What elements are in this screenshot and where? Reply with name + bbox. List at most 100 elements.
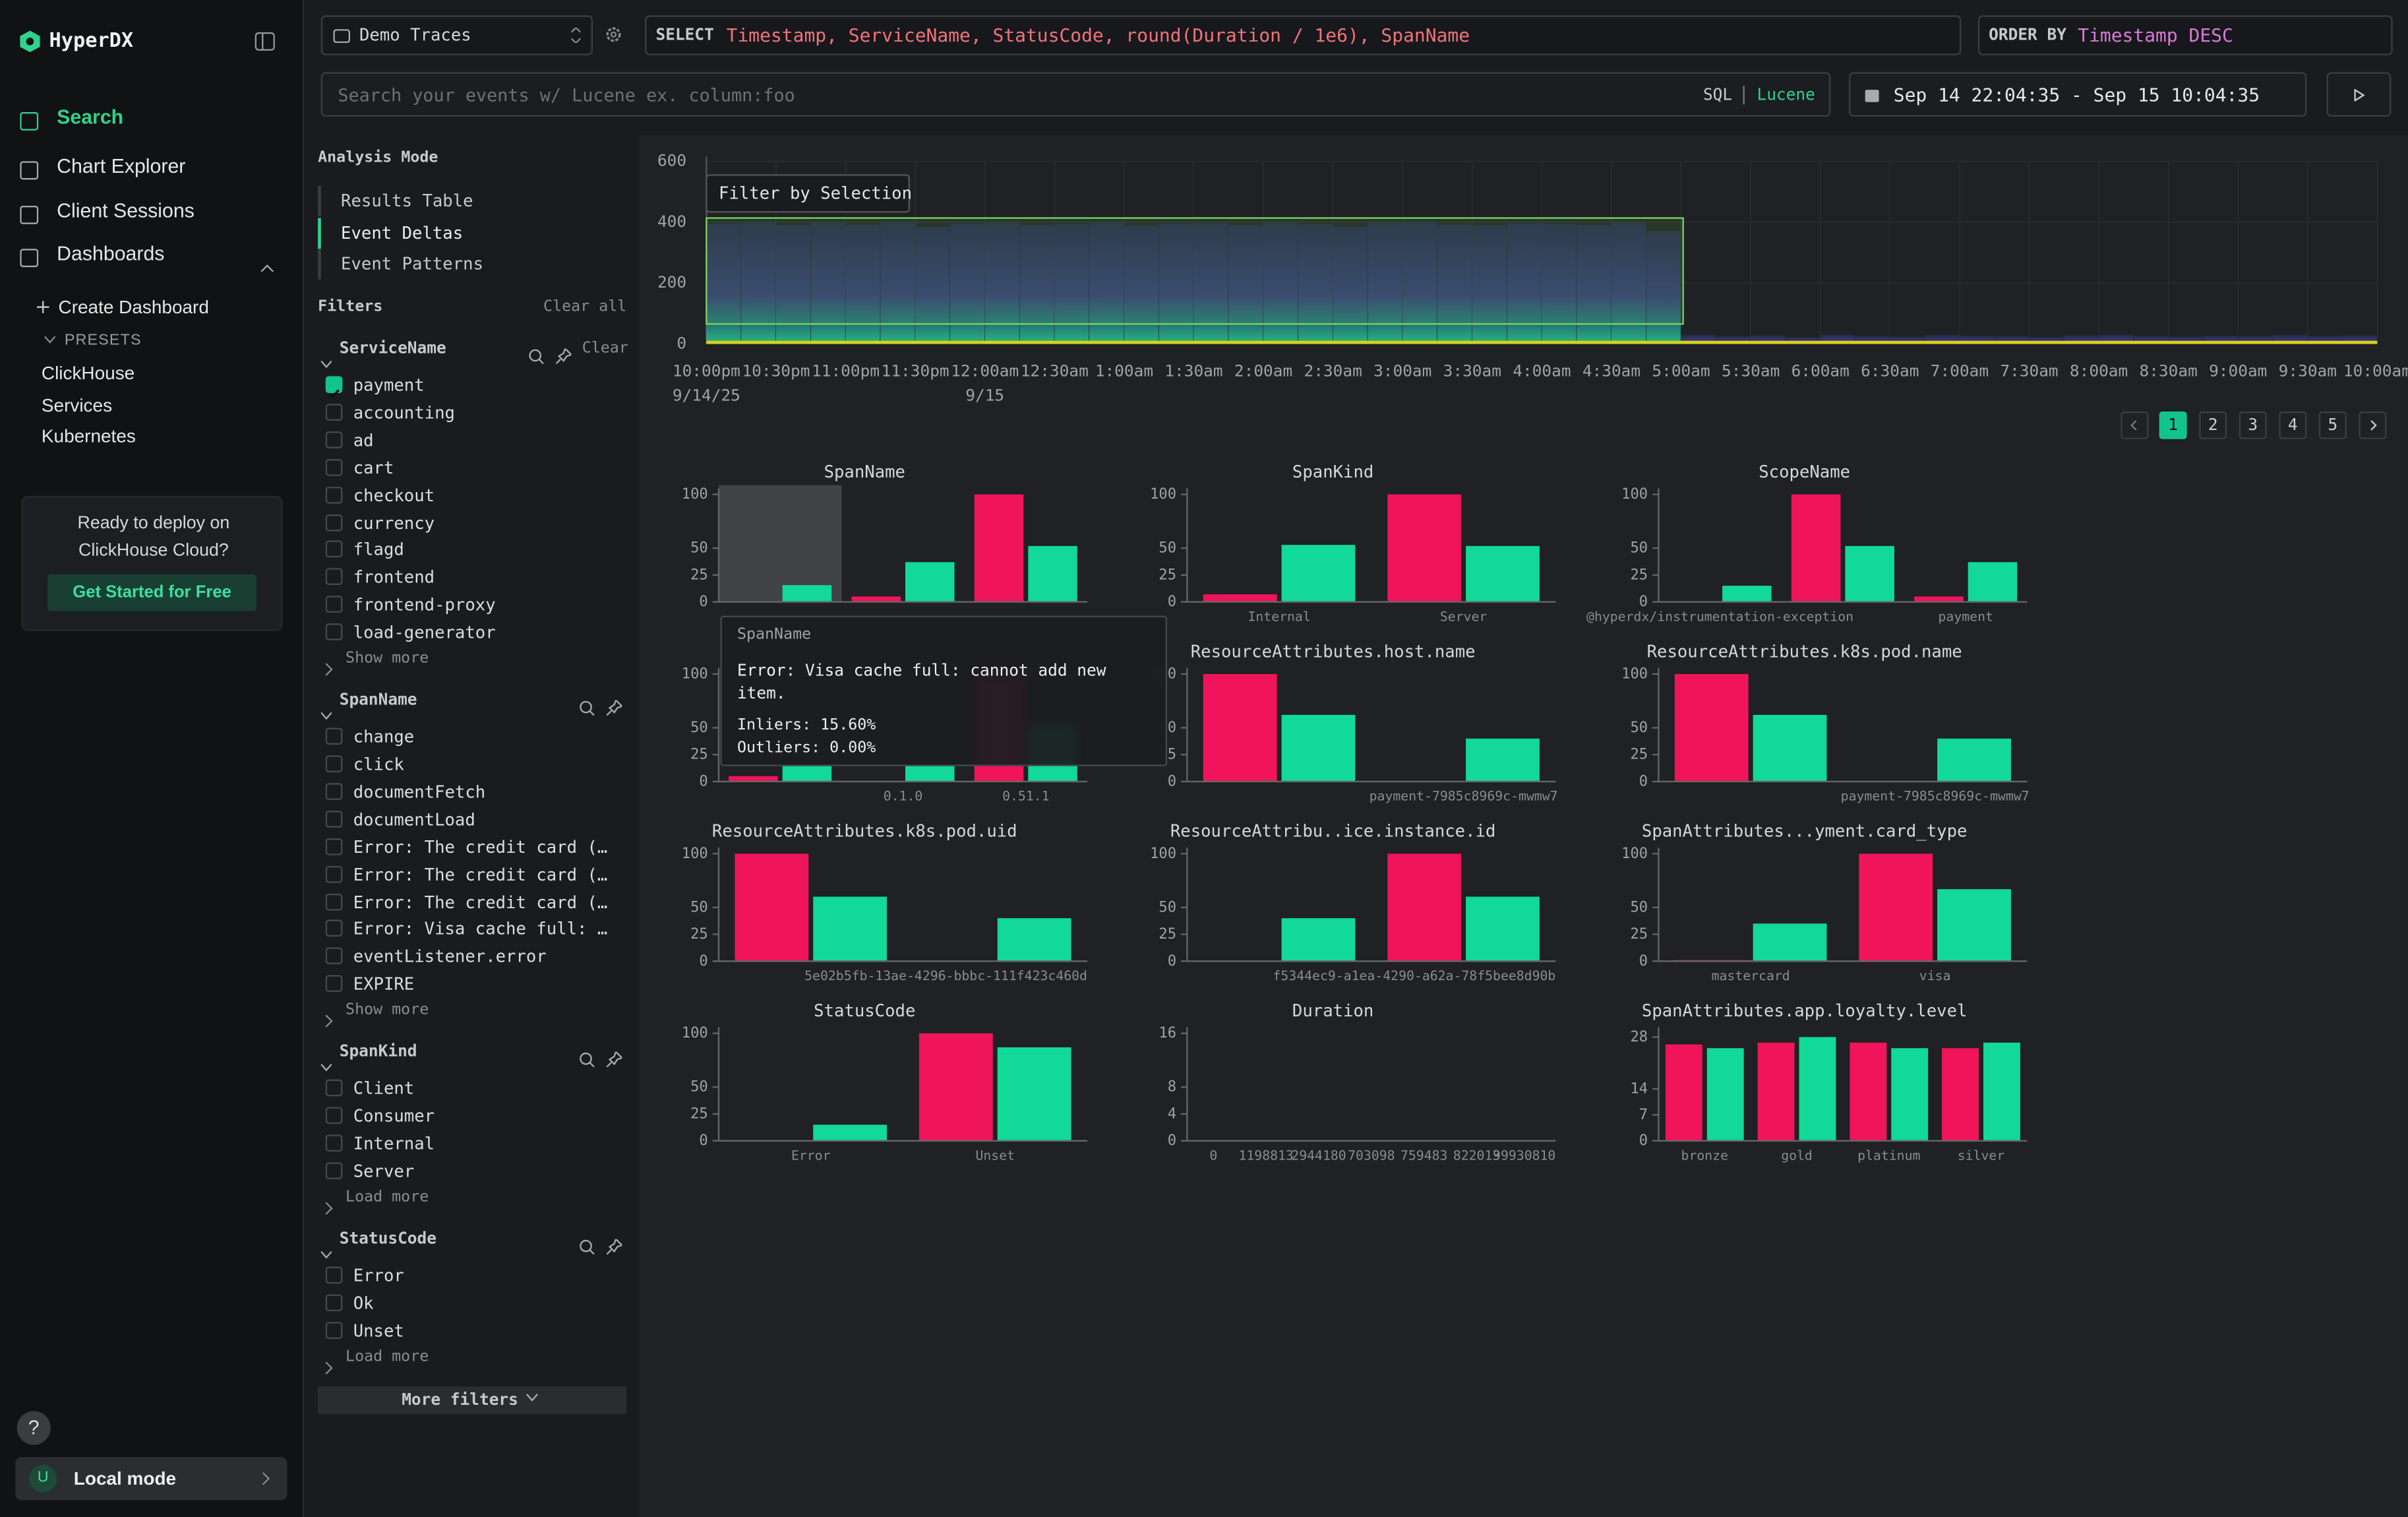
checkbox[interactable]: [325, 838, 343, 855]
lang-sql[interactable]: SQL: [1702, 86, 1733, 105]
settings-icon[interactable]: [605, 26, 622, 44]
filter-option[interactable]: checkout: [353, 485, 435, 506]
source-select[interactable]: Demo Traces: [320, 15, 593, 55]
checkbox[interactable]: [325, 1321, 343, 1339]
search-input[interactable]: Search your events w/ Lucene ex. column:…: [320, 72, 1831, 117]
page-prev[interactable]: [2121, 411, 2149, 439]
checkbox[interactable]: [325, 728, 343, 745]
checkbox[interactable]: [325, 810, 343, 828]
create-dashboard[interactable]: Create Dashboard: [58, 296, 209, 318]
filter-option[interactable]: frontend: [353, 567, 435, 588]
filter-option[interactable]: Error: The credit card (…: [353, 837, 608, 857]
filter-option[interactable]: Server: [353, 1161, 415, 1182]
nav-item[interactable]: Chart Explorer: [57, 154, 186, 177]
filter-option[interactable]: Ok: [353, 1293, 374, 1314]
y-tick-label: 50: [1159, 898, 1176, 915]
run-button[interactable]: [2326, 72, 2392, 117]
order-input[interactable]: ORDER BY Timestamp DESC: [1977, 15, 2393, 55]
filter-option[interactable]: flagd: [353, 540, 404, 561]
checkbox[interactable]: [325, 755, 343, 772]
filter-option[interactable]: frontend-proxy: [353, 595, 496, 615]
nav-item[interactable]: Client Sessions: [57, 199, 195, 222]
page-button[interactable]: 4: [2279, 411, 2307, 439]
nav-item[interactable]: Search: [57, 105, 124, 129]
collapse-icon[interactable]: [255, 32, 275, 51]
filter-option[interactable]: Error: The credit card (…: [353, 864, 608, 885]
source-icon: [333, 29, 351, 44]
checkbox[interactable]: [325, 513, 343, 531]
promo-button[interactable]: Get Started for Free: [47, 574, 256, 611]
checkbox[interactable]: [325, 623, 343, 640]
lang-lucene[interactable]: Lucene: [1757, 86, 1815, 105]
x-tick-label: 703098: [1348, 1148, 1395, 1163]
checkbox[interactable]: [325, 1079, 343, 1097]
filter-option[interactable]: Error: Visa cache full: …: [353, 919, 608, 940]
select-input[interactable]: SELECT Timestamp, ServiceName, StatusCod…: [645, 15, 1962, 55]
checkbox[interactable]: [325, 569, 343, 586]
filter-option[interactable]: eventListener.error: [353, 946, 547, 968]
preset-item[interactable]: Services: [41, 394, 113, 416]
checkbox[interactable]: [325, 431, 343, 449]
filter-option[interactable]: accounting: [353, 402, 455, 423]
promo-card: Ready to deploy on ClickHouse Cloud? Get…: [21, 495, 283, 631]
show-more[interactable]: Load more: [346, 1348, 429, 1365]
filter-option[interactable]: documentFetch: [353, 782, 486, 803]
nav-item[interactable]: Dashboards: [57, 241, 165, 265]
filter-option[interactable]: Internal: [353, 1134, 435, 1154]
page-button[interactable]: 1: [2159, 411, 2187, 439]
checkbox[interactable]: [325, 1293, 343, 1311]
filter-option[interactable]: payment: [353, 375, 425, 396]
filter-option[interactable]: EXPIRE: [353, 974, 415, 995]
checkbox[interactable]: [325, 458, 343, 476]
checkbox[interactable]: [325, 865, 343, 882]
checkbox[interactable]: [325, 1266, 343, 1284]
checkbox[interactable]: [325, 596, 343, 613]
filter-option[interactable]: Client: [353, 1078, 415, 1099]
page-button[interactable]: 2: [2199, 411, 2227, 439]
filter-option[interactable]: ad: [353, 430, 374, 450]
help-button[interactable]: ?: [16, 1411, 51, 1445]
bar: [1665, 1044, 1702, 1141]
checkbox[interactable]: [325, 403, 343, 421]
show-more[interactable]: Show more: [346, 650, 429, 667]
checkbox[interactable]: [325, 541, 343, 558]
page-button[interactable]: 5: [2318, 411, 2347, 439]
checkbox[interactable]: [325, 1107, 343, 1125]
checkbox[interactable]: [325, 1161, 343, 1179]
filter-clear[interactable]: Clear: [582, 340, 628, 357]
search-icon: [528, 341, 545, 365]
x-tick-label: payment-7985c8969c-mwmw7: [1841, 789, 2030, 804]
checkbox[interactable]: [325, 1134, 343, 1152]
preset-item[interactable]: Kubernetes: [41, 425, 136, 447]
checkbox[interactable]: [325, 486, 343, 503]
filter-option[interactable]: documentLoad: [353, 809, 475, 830]
more-filters[interactable]: More filters: [318, 1386, 627, 1414]
time-picker[interactable]: Sep 14 22:04:35 - Sep 15 10:04:35: [1849, 72, 2307, 117]
filter-option[interactable]: Unset: [353, 1320, 404, 1341]
show-more[interactable]: Load more: [346, 1189, 429, 1206]
checkbox[interactable]: [325, 782, 343, 800]
checkbox[interactable]: [325, 892, 343, 910]
filter-option[interactable]: change: [353, 727, 415, 747]
checkbox[interactable]: [325, 948, 343, 965]
filter-option[interactable]: Error: [353, 1266, 404, 1286]
checkbox[interactable]: [325, 975, 343, 993]
analysis-mode[interactable]: Results Table: [341, 191, 473, 212]
page-button[interactable]: 3: [2239, 411, 2267, 439]
filter-option[interactable]: currency: [353, 512, 435, 533]
page-next[interactable]: [2359, 411, 2387, 439]
filter-option[interactable]: load-generator: [353, 623, 496, 643]
checkbox[interactable]: [325, 920, 343, 937]
filter-option[interactable]: click: [353, 755, 404, 775]
analysis-mode[interactable]: Event Deltas: [341, 222, 464, 243]
show-more[interactable]: Show more: [346, 1002, 429, 1020]
checkbox[interactable]: [325, 376, 343, 399]
preset-item[interactable]: ClickHouse: [41, 362, 135, 384]
avatar: U: [29, 1464, 57, 1493]
user-bar[interactable]: U Local mode: [15, 1457, 287, 1501]
clear-all[interactable]: Clear all: [543, 298, 627, 316]
filter-option[interactable]: Error: The credit card (…: [353, 892, 608, 912]
analysis-mode[interactable]: Event Patterns: [341, 254, 484, 274]
filter-option[interactable]: cart: [353, 458, 394, 478]
filter-option[interactable]: Consumer: [353, 1106, 435, 1127]
